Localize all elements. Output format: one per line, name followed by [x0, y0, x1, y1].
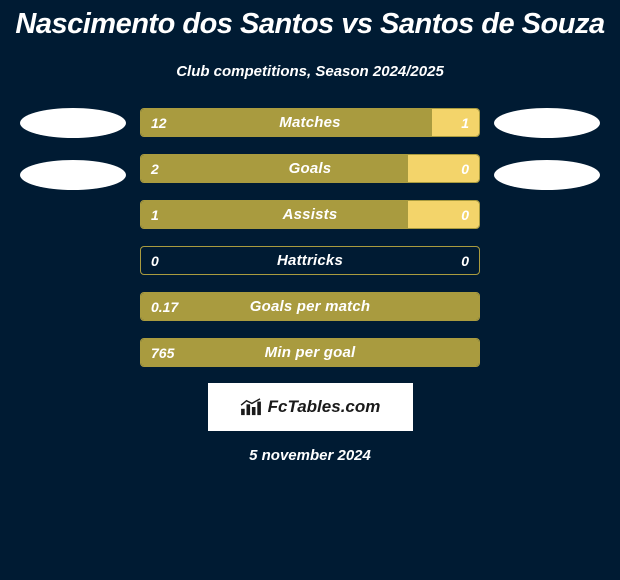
- stat-value-right: 0: [461, 247, 469, 274]
- stat-label: Goals per match: [141, 293, 479, 320]
- stat-value-right: 1: [461, 109, 469, 136]
- stat-row: 1Assists0: [140, 200, 480, 229]
- subtitle: Club competitions, Season 2024/2025: [176, 63, 444, 80]
- avatar-left: [20, 160, 126, 190]
- stat-row: 765Min per goal: [140, 338, 480, 367]
- stat-value-right: 0: [461, 155, 469, 182]
- stat-bars: 12Matches12Goals01Assists00Hattricks00.1…: [140, 108, 480, 367]
- comparison-card: Nascimento dos Santos vs Santos de Souza…: [0, 0, 620, 464]
- stat-label: Hattricks: [141, 247, 479, 274]
- stat-label: Min per goal: [141, 339, 479, 366]
- brand-text: FcTables.com: [268, 397, 381, 417]
- stat-row: 2Goals0: [140, 154, 480, 183]
- stat-row: 12Matches1: [140, 108, 480, 137]
- stat-row: 0Hattricks0: [140, 246, 480, 275]
- avatars-right: [494, 108, 600, 190]
- stat-row: 0.17Goals per match: [140, 292, 480, 321]
- avatar-right: [494, 160, 600, 190]
- brand-logo[interactable]: FcTables.com: [208, 383, 413, 431]
- stat-label: Matches: [141, 109, 479, 136]
- chart-area: 12Matches12Goals01Assists00Hattricks00.1…: [0, 108, 620, 367]
- stat-label: Assists: [141, 201, 479, 228]
- page-title: Nascimento dos Santos vs Santos de Souza: [15, 8, 604, 41]
- stat-label: Goals: [141, 155, 479, 182]
- avatar-left: [20, 108, 126, 138]
- avatars-left: [20, 108, 126, 190]
- avatar-right: [494, 108, 600, 138]
- stat-value-right: 0: [461, 201, 469, 228]
- date-text: 5 november 2024: [249, 447, 371, 464]
- chart-icon: [240, 398, 262, 416]
